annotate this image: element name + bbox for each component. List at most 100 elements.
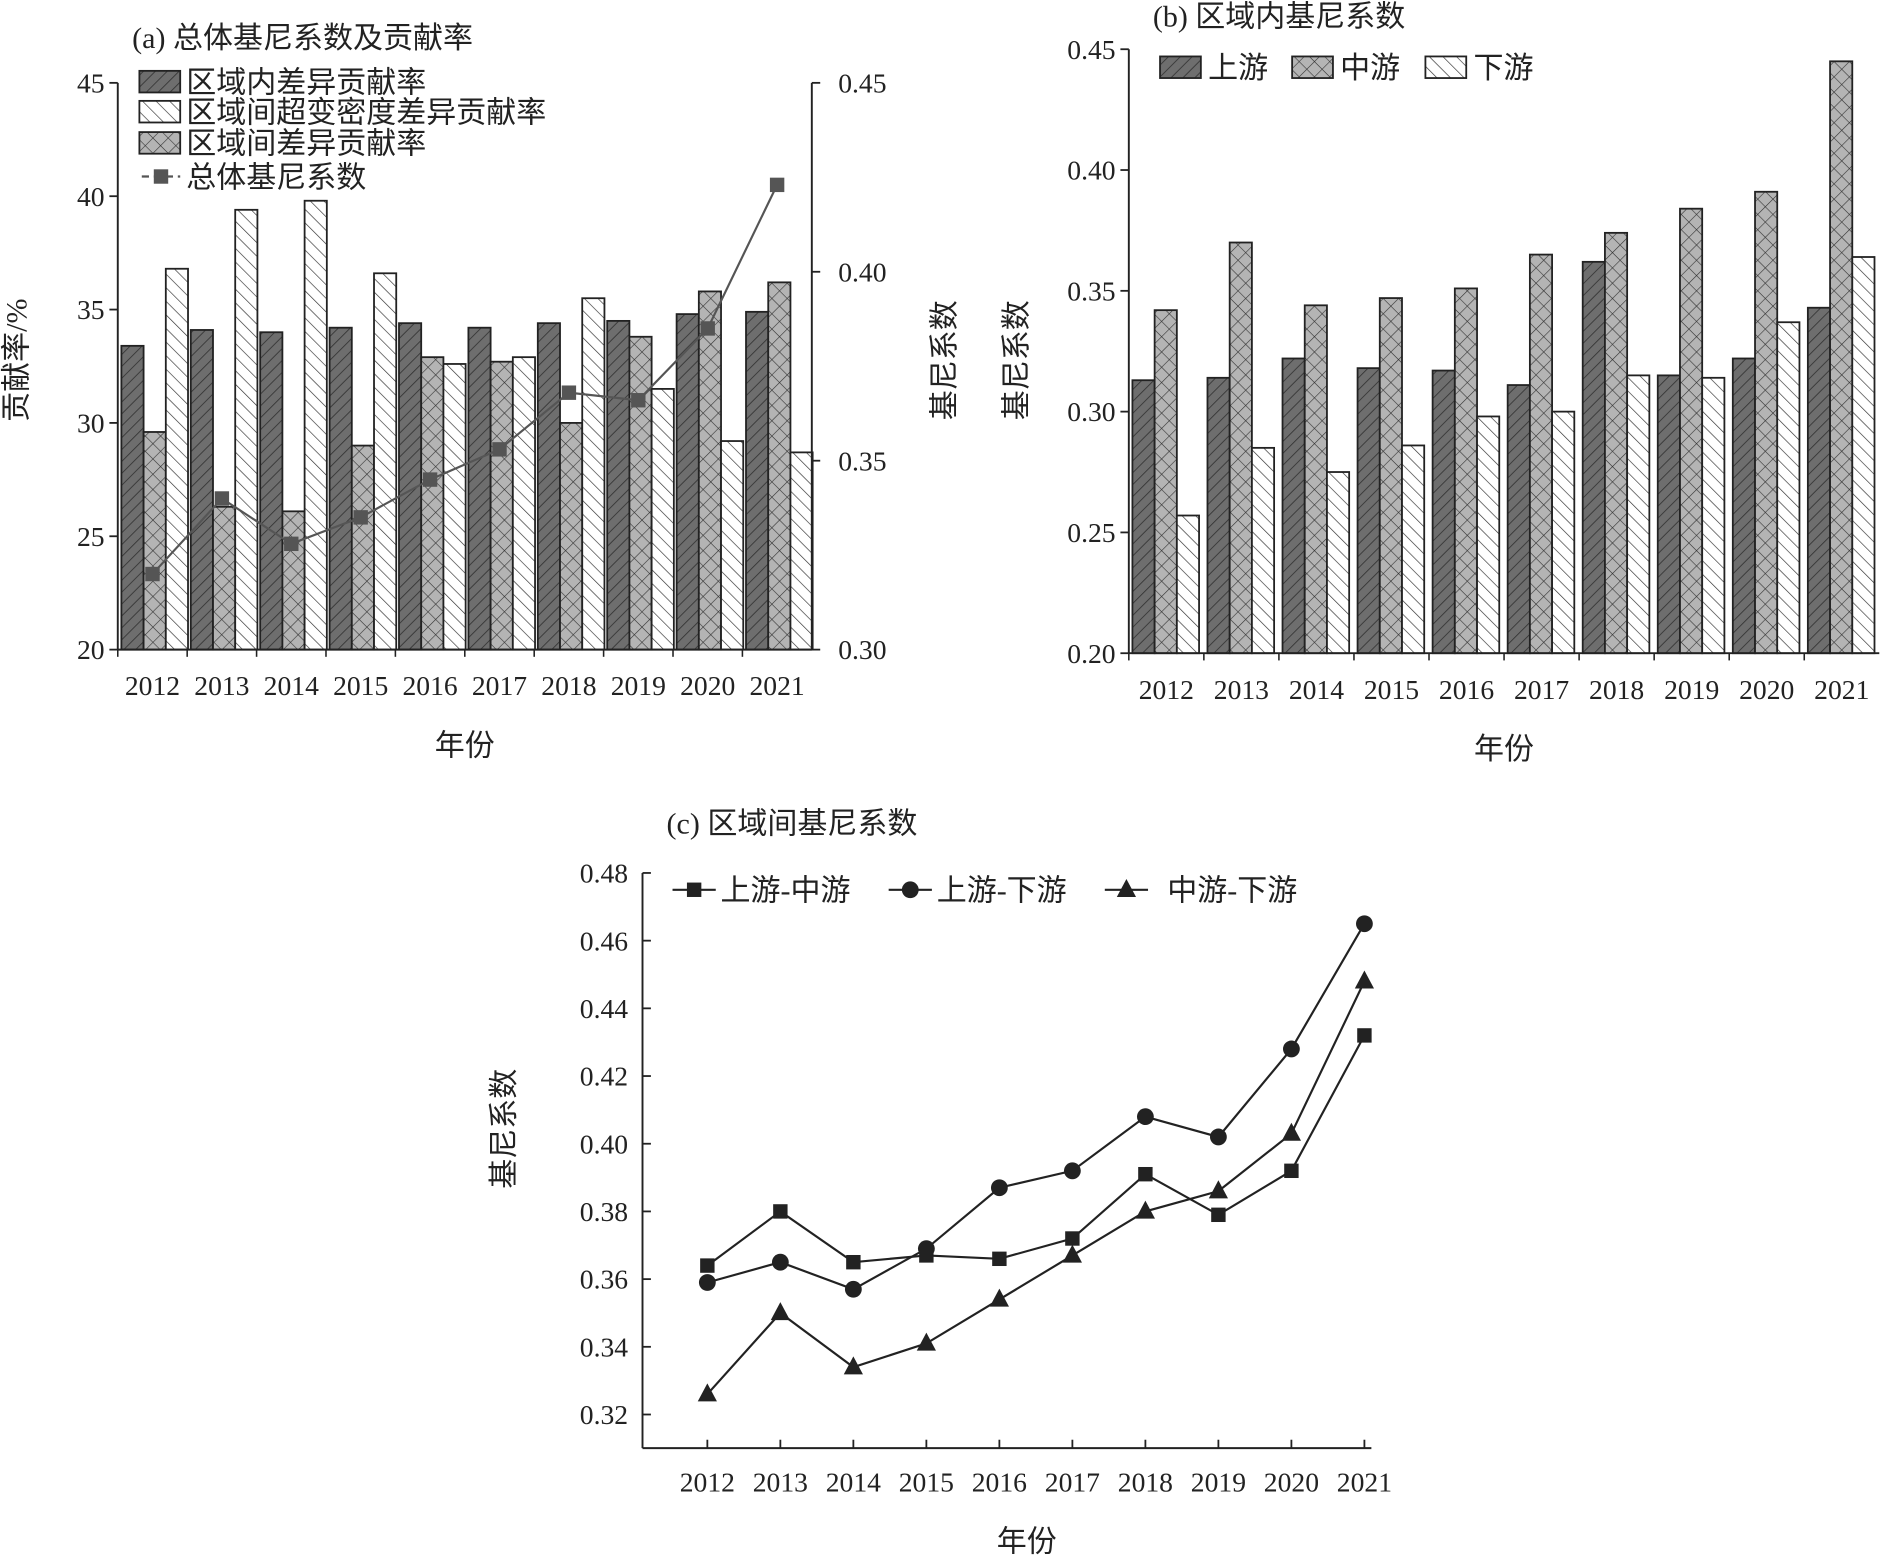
bar-2-2016 — [420, 356, 445, 651]
legend-label: 区域间差异贡献率 — [186, 128, 426, 161]
bar-0-2021 — [745, 310, 770, 651]
bar-2-2020 — [1776, 321, 1801, 655]
bar-0-2021 — [1806, 306, 1831, 655]
series-1-point-2012 — [698, 1274, 716, 1291]
legend-label: 中游-下游 — [1167, 875, 1297, 908]
series-2-point-2015 — [916, 1332, 936, 1351]
bar-0-2013 — [189, 329, 214, 651]
y-tick-label: 25 — [77, 521, 105, 552]
y2-tick-label: 0.35 — [838, 445, 886, 476]
legend-label: 区域间超变密度差异贡献率 — [186, 96, 546, 129]
legend-label: 上游-中游 — [721, 875, 851, 908]
y-axis-label: 基尼系数 — [1001, 300, 1034, 420]
legend-label: 上游-下游 — [937, 875, 1067, 908]
series-1-point-2013 — [771, 1253, 789, 1271]
y2-tick-label: 0.30 — [838, 634, 886, 665]
y-tick-label: 35 — [77, 294, 105, 325]
bar-2-2018 — [559, 422, 584, 651]
y-tick-label: 0.44 — [580, 993, 629, 1024]
bar-1-2015 — [373, 272, 398, 651]
y-tick-label: 0.42 — [580, 1061, 628, 1092]
legend-marker — [901, 881, 919, 899]
y-tick-label: 40 — [77, 181, 105, 212]
gini-point-2019 — [631, 393, 646, 408]
series-2-point-2014 — [843, 1356, 863, 1375]
legend-label: 中游 — [1340, 52, 1400, 85]
bar-1-2021 — [789, 451, 814, 651]
series-line-0 — [706, 1034, 1366, 1267]
bar-0-2018 — [536, 322, 561, 651]
y-tick-label: 0.46 — [580, 925, 628, 956]
gini-line — [151, 184, 779, 575]
bar-0-2014 — [1281, 357, 1306, 655]
bar-2-2021 — [767, 281, 792, 651]
y2-tick-label: 0.40 — [838, 256, 886, 287]
bar-1-2018 — [581, 297, 606, 651]
x-tick-label: 2015 — [333, 670, 388, 701]
series-2-point-2017 — [1062, 1244, 1082, 1263]
x-tick-label: 2017 — [472, 670, 527, 701]
x-tick-label: 2013 — [1214, 674, 1269, 705]
bar-2-2019 — [628, 335, 653, 651]
chart-title: (b) 区域内基尼系数 — [1153, 0, 1405, 33]
gini-point-2015 — [353, 510, 368, 525]
bar-0-2015 — [328, 326, 353, 651]
series-1-point-2015 — [917, 1240, 935, 1258]
bar-1-2015 — [1378, 297, 1403, 655]
bar-2-2019 — [1701, 376, 1726, 655]
x-tick-label: 2018 — [1118, 1466, 1173, 1497]
x-tick-label: 2019 — [1191, 1466, 1246, 1497]
x-tick-label: 2012 — [680, 1466, 735, 1497]
gini-point-2020 — [700, 321, 715, 336]
bar-0-2016 — [1431, 369, 1456, 655]
y-tick-label: 30 — [77, 408, 105, 439]
x-tick-label: 2020 — [680, 670, 735, 701]
series-1-point-2017 — [1063, 1162, 1081, 1180]
chart-a: 20 25 30 35 40 45 2012 2013 2014 2015 2016 2017 2018… — [1, 22, 962, 762]
bar-1-2012 — [164, 267, 189, 651]
legend-label: 下游 — [1473, 52, 1533, 85]
bar-1-2019 — [1679, 207, 1704, 655]
x-tick-label: 2021 — [1814, 674, 1869, 705]
bar-2-2013 — [212, 505, 237, 651]
series-0-point-2016 — [992, 1251, 1007, 1267]
series-0-point-2017 — [1065, 1231, 1080, 1246]
x-tick-label: 2020 — [1264, 1466, 1319, 1497]
bar-0-2018 — [1581, 260, 1606, 655]
bar-2-2012 — [142, 431, 167, 651]
bar-0-2014 — [259, 331, 284, 651]
y-tick-label: 0.38 — [580, 1196, 628, 1227]
series-0-point-2019 — [1211, 1207, 1226, 1223]
bar-2-2015 — [350, 444, 375, 651]
x-tick-label: 2016 — [402, 670, 457, 701]
bar-0-2019 — [606, 319, 631, 651]
y-tick-label: 0.36 — [580, 1264, 628, 1295]
series-0-point-2021 — [1357, 1028, 1372, 1043]
bar-2-2014 — [1326, 471, 1351, 655]
series-2-point-2020 — [1281, 1122, 1302, 1141]
y2-tick-label: 0.45 — [838, 67, 886, 98]
x-axis-label: 年份 — [997, 1525, 1057, 1558]
bar-0-2015 — [1356, 367, 1381, 655]
bar-1-2018 — [1604, 231, 1629, 655]
bar-2-2013 — [1250, 446, 1276, 655]
x-tick-label: 2017 — [1514, 674, 1569, 705]
legend-label: 总体基尼系数 — [186, 161, 366, 194]
bar-2-2017 — [489, 360, 514, 651]
series-1-point-2019 — [1209, 1128, 1227, 1146]
x-tick-label: 2017 — [1045, 1466, 1100, 1497]
x-axis-label: 年份 — [1474, 733, 1534, 766]
series-2-point-2013 — [770, 1302, 790, 1321]
y-axis-label: 贡献率/% — [1, 299, 34, 422]
series-0-point-2018 — [1138, 1166, 1153, 1182]
x-axis-label: 年份 — [435, 729, 495, 762]
x-tick-label: 2014 — [826, 1466, 881, 1497]
y-tick-label: 0.32 — [580, 1399, 628, 1430]
y-axis-label: 基尼系数 — [488, 1069, 521, 1189]
bar-0-2013 — [1206, 376, 1231, 655]
bar-1-2012 — [1153, 309, 1178, 655]
gini-point-2014 — [284, 536, 299, 552]
legend-marker — [686, 882, 702, 897]
bar-2-2014 — [281, 510, 306, 651]
